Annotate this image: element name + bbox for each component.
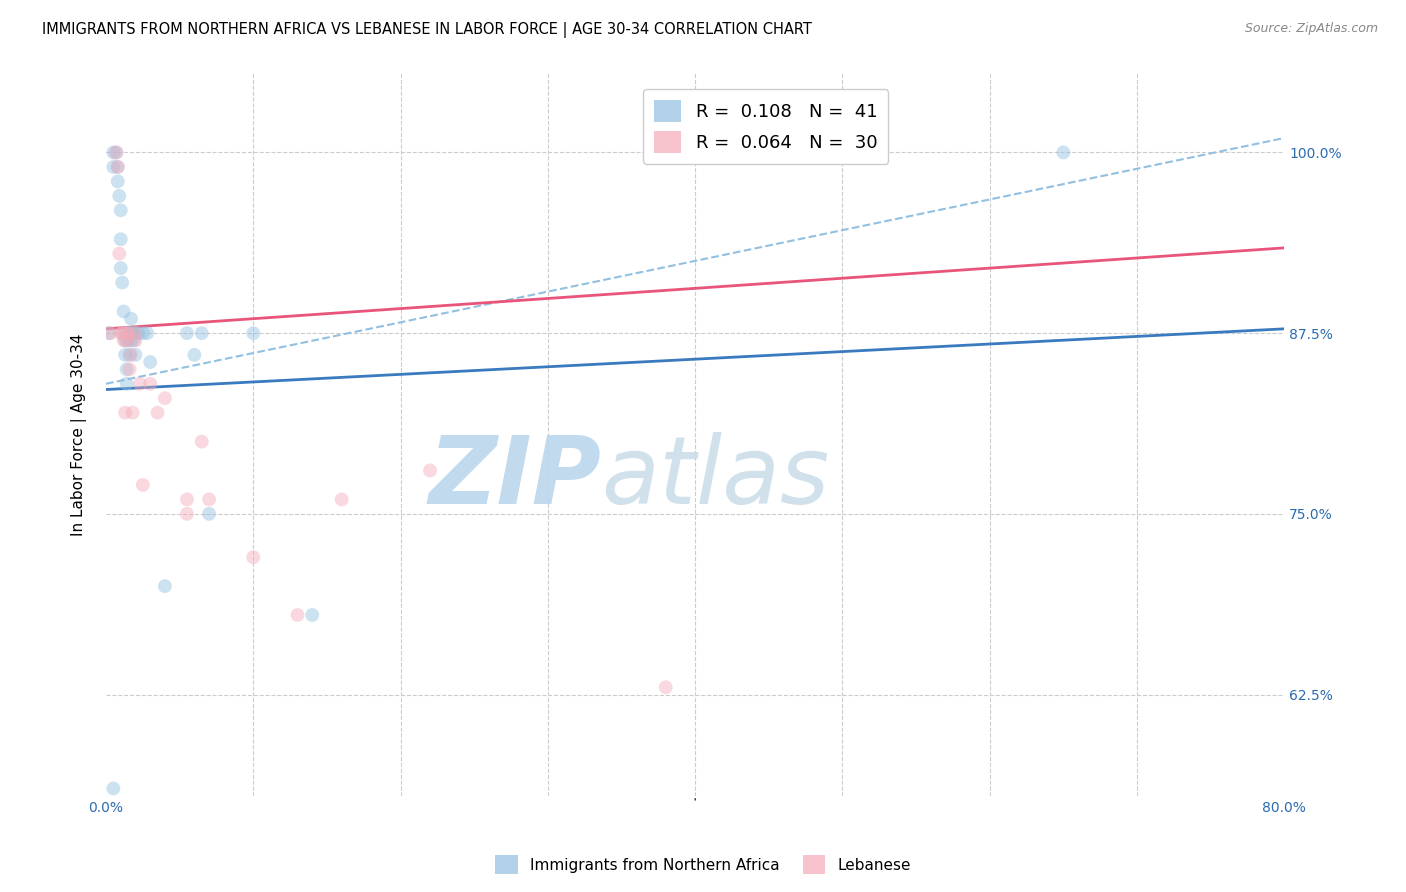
Point — [112, 334, 135, 348]
Point — [198, 507, 221, 521]
Point — [183, 348, 205, 362]
Point — [242, 326, 264, 340]
Point — [103, 145, 125, 160]
Point — [114, 348, 136, 362]
Point — [127, 326, 149, 340]
Point — [97, 326, 120, 340]
Y-axis label: In Labor Force | Age 30-34: In Labor Force | Age 30-34 — [72, 333, 87, 535]
Point — [111, 276, 134, 290]
Text: Source: ZipAtlas.com: Source: ZipAtlas.com — [1244, 22, 1378, 36]
Point — [1052, 145, 1074, 160]
Point — [115, 326, 138, 340]
Point — [121, 406, 143, 420]
Point — [190, 434, 212, 449]
Point — [115, 362, 138, 376]
Point — [128, 376, 150, 391]
Point — [198, 492, 221, 507]
Point — [124, 348, 146, 362]
Point — [103, 160, 125, 174]
Point — [107, 174, 129, 188]
Point — [118, 348, 141, 362]
Point — [100, 326, 122, 340]
Point — [118, 362, 141, 376]
Point — [654, 681, 676, 695]
Point — [108, 189, 131, 203]
Point — [120, 334, 142, 348]
Point — [103, 781, 125, 796]
Point — [115, 376, 138, 391]
Point — [114, 334, 136, 348]
Point — [105, 145, 128, 160]
Point — [419, 463, 441, 477]
Text: IMMIGRANTS FROM NORTHERN AFRICA VS LEBANESE IN LABOR FORCE | AGE 30-34 CORRELATI: IMMIGRANTS FROM NORTHERN AFRICA VS LEBAN… — [42, 22, 813, 38]
Point — [117, 334, 139, 348]
Legend: R =  0.108   N =  41, R =  0.064   N =  30: R = 0.108 N = 41, R = 0.064 N = 30 — [644, 89, 889, 164]
Point — [112, 304, 135, 318]
Point — [122, 334, 145, 348]
Point — [111, 326, 134, 340]
Point — [107, 160, 129, 174]
Point — [153, 391, 176, 405]
Point — [124, 326, 146, 340]
Point — [110, 232, 132, 246]
Point — [120, 348, 142, 362]
Point — [287, 607, 309, 622]
Point — [115, 334, 138, 348]
Point — [120, 311, 142, 326]
Point — [121, 326, 143, 340]
Point — [242, 550, 264, 565]
Point — [124, 326, 146, 340]
Point — [136, 326, 159, 340]
Point — [146, 406, 169, 420]
Point — [124, 334, 146, 348]
Point — [132, 326, 155, 340]
Point — [108, 246, 131, 260]
Point — [105, 145, 128, 160]
Point — [139, 355, 162, 369]
Point — [301, 607, 323, 622]
Point — [110, 326, 132, 340]
Legend: Immigrants from Northern Africa, Lebanese: Immigrants from Northern Africa, Lebanes… — [489, 849, 917, 880]
Text: ZIP: ZIP — [427, 432, 600, 524]
Point — [118, 326, 141, 340]
Point — [190, 326, 212, 340]
Point — [110, 261, 132, 276]
Point — [330, 492, 353, 507]
Point — [139, 376, 162, 391]
Point — [107, 160, 129, 174]
Point — [112, 326, 135, 340]
Point — [110, 203, 132, 218]
Point — [176, 507, 198, 521]
Text: atlas: atlas — [600, 433, 830, 524]
Point — [176, 326, 198, 340]
Point — [176, 492, 198, 507]
Point — [117, 326, 139, 340]
Point — [153, 579, 176, 593]
Point — [121, 326, 143, 340]
Point — [114, 406, 136, 420]
Point — [117, 326, 139, 340]
Point — [132, 478, 155, 492]
